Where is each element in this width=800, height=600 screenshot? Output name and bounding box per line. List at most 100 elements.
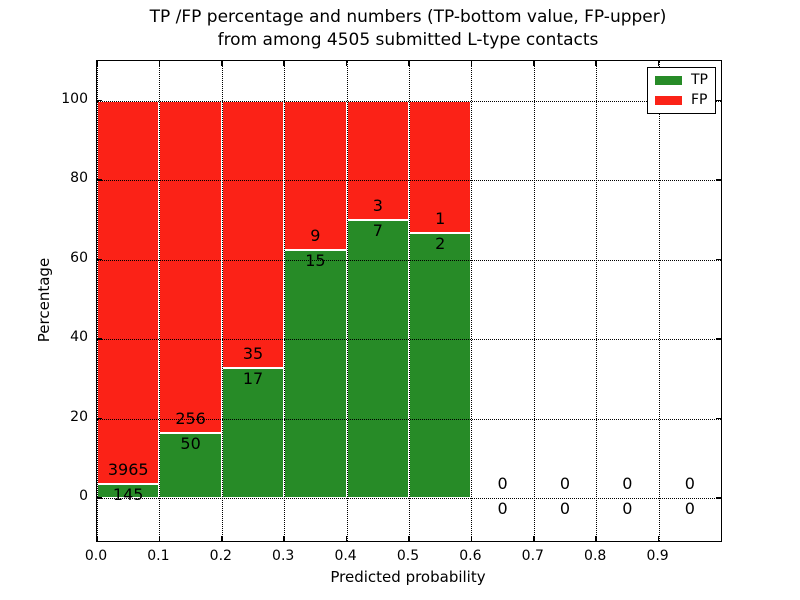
y-tick-label: 100 bbox=[61, 90, 88, 107]
y-tick-mark bbox=[716, 99, 721, 102]
fp-count-label: 256 bbox=[175, 409, 206, 429]
y-tick-label: 60 bbox=[70, 249, 88, 266]
x-tick-mark bbox=[96, 536, 98, 541]
fp-count-label: 0 bbox=[622, 474, 633, 494]
x-tick-label: 0.2 bbox=[209, 548, 232, 564]
gridline-vertical bbox=[409, 61, 410, 541]
gridline-horizontal bbox=[97, 180, 721, 182]
tp-count-label: 15 bbox=[305, 250, 326, 270]
legend-entry-tp: TP bbox=[655, 73, 708, 88]
legend-label-fp: FP bbox=[691, 91, 708, 108]
fp-count-label: 0 bbox=[684, 474, 695, 494]
tp-count-label: 2 bbox=[435, 234, 446, 254]
bar-segment-tp bbox=[221, 368, 285, 499]
y-tick-mark bbox=[716, 258, 721, 261]
x-tick-mark bbox=[408, 536, 410, 541]
bar-segment-tp bbox=[159, 433, 222, 499]
y-tick-label: 80 bbox=[70, 170, 88, 187]
x-tick-mark bbox=[96, 61, 98, 66]
x-tick-mark bbox=[221, 536, 223, 541]
x-tick-label: 0.7 bbox=[521, 548, 544, 564]
fp-count-label: 9 bbox=[310, 225, 321, 245]
x-tick-label: 0.3 bbox=[272, 548, 295, 564]
x-axis-label: Predicted probability bbox=[330, 568, 486, 586]
fp-count-label: 0 bbox=[497, 474, 508, 494]
legend-entry-fp: FP bbox=[655, 91, 708, 108]
tp-count-label: 0 bbox=[622, 499, 633, 519]
bar-segment-tp bbox=[284, 249, 347, 499]
x-tick-label: 0.9 bbox=[646, 548, 669, 564]
x-tick-mark bbox=[408, 61, 410, 66]
x-tick-label: 0.6 bbox=[459, 548, 482, 564]
legend: TP FP bbox=[647, 67, 716, 114]
gridline-vertical bbox=[284, 61, 286, 541]
y-tick-mark bbox=[716, 338, 721, 340]
tp-count-label: 0 bbox=[497, 499, 508, 519]
bar-segment-fp bbox=[284, 100, 347, 250]
x-tick-label: 0.4 bbox=[334, 548, 357, 564]
tp-count-label: 0 bbox=[559, 499, 571, 519]
y-tick-mark bbox=[716, 497, 721, 499]
fp-count-label: 3 bbox=[372, 195, 383, 215]
y-tick-mark bbox=[97, 497, 102, 499]
tp-count-label: 145 bbox=[112, 485, 144, 505]
gridline-horizontal bbox=[97, 339, 721, 341]
x-tick-mark bbox=[657, 61, 660, 66]
y-tick-mark bbox=[97, 338, 102, 340]
tp-count-label: 17 bbox=[242, 369, 264, 389]
bar-segment-fp bbox=[97, 100, 160, 485]
gridline-horizontal bbox=[97, 498, 721, 500]
x-tick-mark bbox=[657, 536, 660, 541]
x-tick-label: 0.5 bbox=[396, 548, 420, 564]
x-tick-mark bbox=[533, 536, 535, 541]
bar-segment-tp bbox=[409, 233, 472, 499]
x-tick-label: 0.1 bbox=[147, 548, 170, 564]
x-tick-mark bbox=[470, 536, 473, 541]
x-tick-mark bbox=[158, 61, 161, 66]
y-tick-mark bbox=[716, 179, 721, 181]
gridline-vertical bbox=[533, 61, 535, 541]
fp-count-label: 35 bbox=[242, 344, 264, 364]
fp-count-label: 0 bbox=[559, 474, 571, 494]
x-tick-mark bbox=[595, 61, 597, 66]
fp-count-label: 3965 bbox=[107, 460, 149, 480]
x-tick-mark bbox=[533, 61, 535, 66]
x-tick-mark bbox=[595, 536, 597, 541]
gridline-horizontal bbox=[97, 100, 721, 102]
y-tick-mark bbox=[716, 417, 721, 420]
gridline-vertical bbox=[471, 61, 473, 541]
x-tick-mark bbox=[283, 61, 285, 66]
x-tick-mark bbox=[158, 536, 161, 541]
y-tick-label: 0 bbox=[79, 488, 88, 505]
y-tick-mark bbox=[97, 417, 102, 420]
y-tick-mark bbox=[97, 179, 102, 181]
y-tick-label: 20 bbox=[70, 408, 88, 425]
x-tick-mark bbox=[345, 61, 348, 66]
x-tick-mark bbox=[283, 536, 285, 541]
legend-label-tp: TP bbox=[691, 72, 708, 89]
x-tick-mark bbox=[470, 61, 473, 66]
bar-segment-fp bbox=[221, 100, 285, 369]
x-tick-label: 0.0 bbox=[84, 548, 108, 564]
tp-count-label: 50 bbox=[180, 434, 201, 454]
gridline-vertical bbox=[596, 61, 598, 541]
tp-count-label: 0 bbox=[684, 499, 695, 519]
plot-area: TP FP 3965 145 256 50 35 17 9 15 3 7 1 2 0 0 0 0 0 0 0 0 bbox=[96, 60, 722, 542]
gridline-vertical bbox=[658, 61, 660, 541]
gridline-horizontal bbox=[97, 418, 721, 420]
gridline-vertical bbox=[97, 61, 98, 541]
chart-title-line1: TP /FP percentage and numbers (TP-bottom… bbox=[149, 7, 667, 27]
fp-color-swatch bbox=[655, 95, 682, 105]
tp-count-label: 7 bbox=[372, 220, 383, 240]
gridline-vertical bbox=[221, 61, 223, 541]
bar-segment-fp bbox=[159, 100, 222, 434]
fp-count-label: 1 bbox=[435, 209, 446, 229]
tp-color-swatch bbox=[655, 76, 682, 86]
gridline-vertical bbox=[159, 61, 161, 541]
x-tick-mark bbox=[345, 536, 348, 541]
y-tick-mark bbox=[97, 99, 102, 102]
y-tick-mark bbox=[97, 258, 102, 261]
y-tick-label: 40 bbox=[70, 329, 88, 346]
gridline-horizontal bbox=[97, 259, 721, 261]
